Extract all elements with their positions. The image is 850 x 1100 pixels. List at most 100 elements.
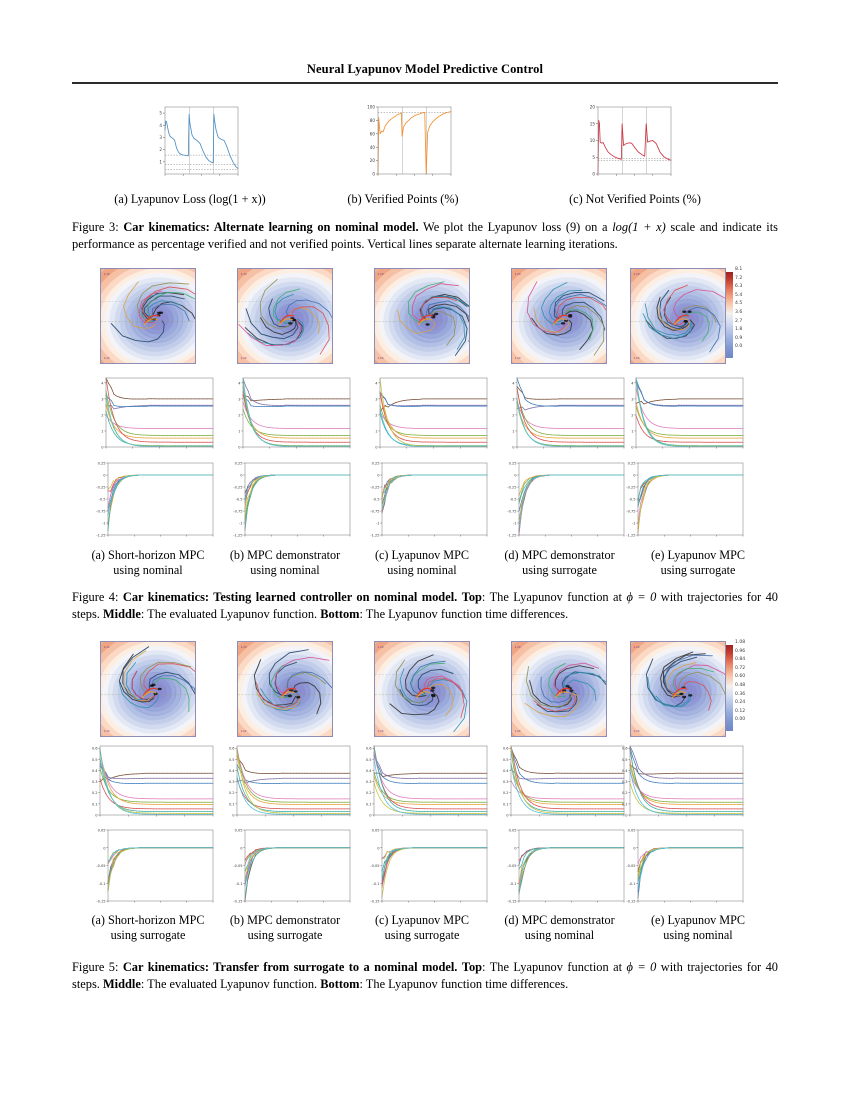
fig3-caption-label: Figure 3: <box>72 220 119 234</box>
svg-text:1.20: 1.20 <box>104 356 110 360</box>
svg-text:1.20: 1.20 <box>515 645 521 649</box>
svg-text:1.20: 1.20 <box>634 729 640 733</box>
chart-fig5-bottom: 0.05 0 -0.05 -0.1 -0.15 <box>616 826 746 908</box>
fig3-subcaption-a: (a) Lyapunov Loss (log(1 + x)) <box>114 192 266 206</box>
svg-text:-0.25: -0.25 <box>233 486 242 490</box>
svg-text:0.2: 0.2 <box>92 791 98 795</box>
fig4-subcaption-e: (e) Lyapunov MPC using surrogate <box>650 548 746 578</box>
fig4-caption-middle: Middle <box>102 606 141 621</box>
lyapunov-contour-plot: 1.20 1.20 <box>511 268 607 364</box>
svg-text:-0.75: -0.75 <box>233 510 242 514</box>
chart-fig4-bottom: 0.25 0 -0.25 -0.5 -0.75 -1 -1.25 <box>86 459 216 542</box>
lyapunov-contour-plot: 1.20 1.20 <box>100 641 196 737</box>
svg-text:2: 2 <box>238 413 240 417</box>
svg-text:0: 0 <box>375 446 378 450</box>
colorbar-tick: 0.36 <box>735 691 746 697</box>
colorbar-tick-labels: 1.08 0.96 0.84 0.72 0.60 0.48 0.36 0.24 0.12 0.00 <box>735 640 746 727</box>
svg-text:3: 3 <box>159 135 162 140</box>
fig3-caption-math: log(1 + x) <box>612 220 666 234</box>
chart-fig5-bottom: 0.05 0 -0.05 -0.1 -0.15 <box>360 826 490 908</box>
svg-text:1.20: 1.20 <box>241 356 247 360</box>
colorbar-tick: 3.6 <box>735 309 743 315</box>
fig4-subcaption-c: (c) Lyapunov MPC using nominal <box>374 548 470 578</box>
chart-fig4-middle: 0 1 2 3 4 <box>229 374 353 454</box>
chart-fig5-middle: 0 0.1 0.2 0.3 0.4 0.5 0.6 <box>497 742 627 822</box>
svg-text:-1: -1 <box>239 522 243 526</box>
colorbar-tick: 0.12 <box>735 708 746 714</box>
svg-text:1.20: 1.20 <box>378 356 384 360</box>
svg-text:1.20: 1.20 <box>634 645 640 649</box>
svg-text:1.20: 1.20 <box>104 272 110 276</box>
svg-text:3: 3 <box>238 397 240 401</box>
svg-text:0: 0 <box>95 814 98 818</box>
colorbar-tick: 0.9 <box>735 335 743 341</box>
svg-text:2: 2 <box>159 147 162 152</box>
fig5-caption-middle: Middle <box>102 976 141 991</box>
colorbar-tick: 4.5 <box>735 301 743 307</box>
svg-text:1.20: 1.20 <box>104 645 110 649</box>
fig3-subcaption-c: (c) Not Verified Points (%) <box>569 192 701 206</box>
svg-text:-1.25: -1.25 <box>370 534 379 538</box>
svg-text:0.25: 0.25 <box>372 462 380 466</box>
svg-text:-0.25: -0.25 <box>96 486 105 490</box>
svg-text:-0.75: -0.75 <box>96 510 105 514</box>
svg-text:-1: -1 <box>513 522 517 526</box>
chart-fig5-bottom: 0.05 0 -0.05 -0.1 -0.15 <box>86 826 216 908</box>
svg-text:1.20: 1.20 <box>378 272 384 276</box>
svg-text:3: 3 <box>512 397 514 401</box>
chart-fig3c: 0 5 10 15 20 <box>580 103 675 182</box>
figure-5-caption: Figure 5: Car kinematics: Transfer from … <box>72 960 778 991</box>
fig5-subcaption-e: (e) Lyapunov MPC using nominal <box>650 913 746 943</box>
svg-text:0.25: 0.25 <box>628 462 636 466</box>
chart-fig4-bottom: 0.25 0 -0.25 -0.5 -0.75 -1 -1.25 <box>360 459 490 542</box>
svg-text:-0.25: -0.25 <box>626 486 635 490</box>
colorbar-tick: 8.1 <box>735 267 743 272</box>
svg-text:0.4: 0.4 <box>92 769 98 773</box>
svg-text:0.5: 0.5 <box>92 758 98 762</box>
colorbar-tick: 0.00 <box>735 717 746 723</box>
svg-text:-0.25: -0.25 <box>370 486 379 490</box>
colorbar-tick: 1.8 <box>735 327 743 333</box>
svg-text:1: 1 <box>512 429 514 433</box>
svg-text:0.25: 0.25 <box>235 462 243 466</box>
svg-text:-0.25: -0.25 <box>507 486 516 490</box>
svg-text:-1.25: -1.25 <box>96 534 105 538</box>
chart-fig3a: 1 2 3 4 5 <box>147 103 242 182</box>
svg-text:0.25: 0.25 <box>98 462 106 466</box>
fig3-caption-text-2: scale and indicate its performance as pe… <box>72 220 779 251</box>
lyapunov-contour-plot: 1.20 1.20 <box>511 641 607 737</box>
fig5-caption-title: Car kinematics: Transfer from surrogate … <box>122 960 458 974</box>
svg-text:1: 1 <box>159 159 162 164</box>
svg-text:1: 1 <box>631 429 633 433</box>
svg-text:3: 3 <box>375 397 377 401</box>
fig3-caption-text-1: We plot the Lyapunov loss (9) on a <box>418 220 613 234</box>
fig5-subcaption-b: (b) MPC demonstrator using surrogate <box>229 913 341 943</box>
svg-text:5: 5 <box>592 155 595 160</box>
svg-text:0: 0 <box>372 172 375 177</box>
fig5-caption-label: Figure 5: <box>72 960 119 974</box>
colorbar-tick: 0.96 <box>735 648 746 654</box>
header-rule <box>72 82 778 84</box>
svg-text:1.20: 1.20 <box>634 356 640 360</box>
svg-text:1.20: 1.20 <box>378 729 384 733</box>
svg-text:1.20: 1.20 <box>634 272 640 276</box>
svg-text:0: 0 <box>238 446 241 450</box>
chart-fig4-bottom: 0.25 0 -0.25 -0.5 -0.75 -1 -1.25 <box>616 459 746 542</box>
svg-text:1.20: 1.20 <box>241 729 247 733</box>
svg-text:1.20: 1.20 <box>241 272 247 276</box>
svg-text:10: 10 <box>590 138 596 143</box>
fig5-caption-math: ϕ = 0 <box>626 960 657 974</box>
fig5-subcaption-d: (d) MPC demonstrator using nominal <box>504 913 615 943</box>
chart-fig4-middle: 0 1 2 3 4 <box>622 374 746 454</box>
svg-text:0: 0 <box>633 474 636 478</box>
lyapunov-contour-plot: 1.20 1.20 <box>374 641 470 737</box>
svg-text:1.20: 1.20 <box>515 272 521 276</box>
svg-text:1: 1 <box>101 429 103 433</box>
colorbar-tick: 0.84 <box>735 657 746 663</box>
svg-text:0: 0 <box>631 446 634 450</box>
svg-text:20: 20 <box>590 105 596 110</box>
chart-fig5-middle: 0 0.1 0.2 0.3 0.4 0.5 0.6 <box>223 742 353 822</box>
figure-3-caption: Figure 3: Car kinematics: Alternate lear… <box>72 219 778 252</box>
svg-text:0: 0 <box>512 446 515 450</box>
svg-text:0.6: 0.6 <box>92 747 98 751</box>
